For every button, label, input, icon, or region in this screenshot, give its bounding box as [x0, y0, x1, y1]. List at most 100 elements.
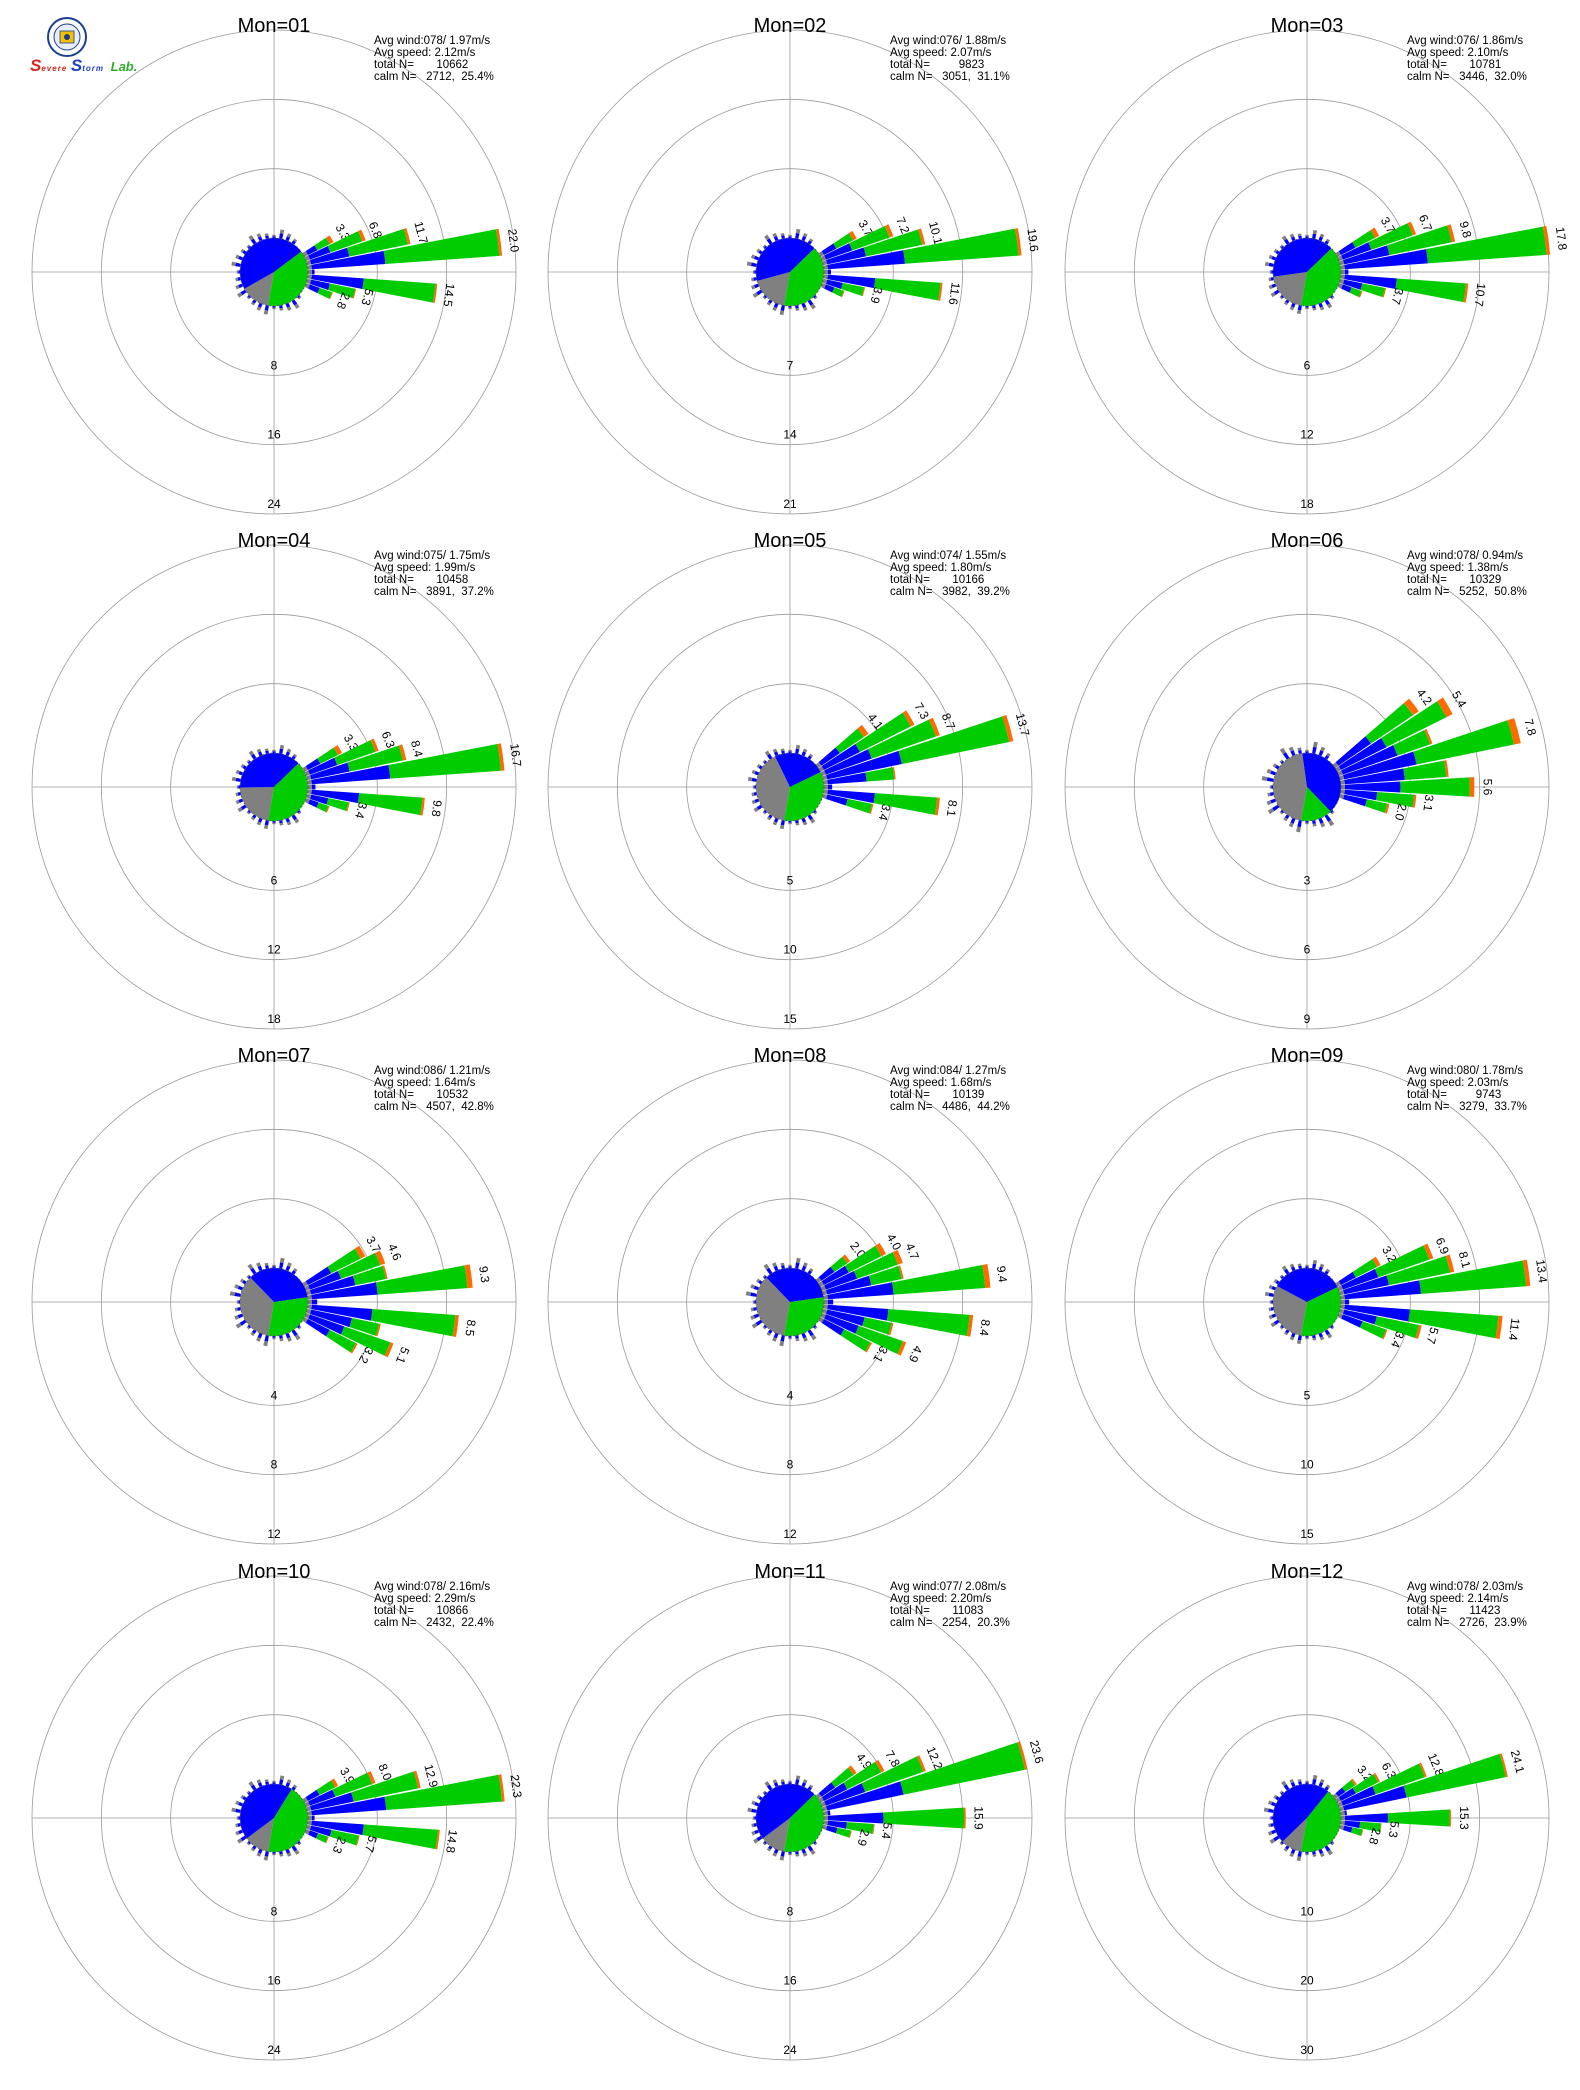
petal-label: 13.7: [1013, 712, 1033, 738]
petal-segment: [250, 238, 257, 245]
petal-segment: [250, 1784, 257, 1791]
petal-segment: [756, 804, 763, 811]
petal-segment: [827, 1282, 894, 1300]
petal-segment: [240, 248, 245, 253]
petal-segment: [822, 1308, 828, 1314]
petal-segment: [751, 1800, 756, 1806]
petal-label: 10.1: [926, 220, 946, 246]
calm-circle: [239, 1267, 309, 1337]
petal-segment: [1387, 1809, 1450, 1827]
petal-segment: [291, 240, 296, 245]
petal-segment: [291, 814, 298, 821]
petal-segment: [1415, 1324, 1422, 1339]
petal-segment: [272, 234, 276, 237]
petal-label: 9.3: [476, 1265, 492, 1284]
ring-label: 21: [783, 497, 797, 511]
calm-pie-slice: [1273, 1286, 1307, 1336]
petal-segment: [788, 1782, 792, 1785]
petal-segment: [357, 793, 423, 816]
petal-segment: [248, 750, 254, 756]
petal-segment: [752, 270, 755, 274]
petal-segment: [762, 1790, 766, 1794]
petal-segment: [272, 1264, 276, 1267]
petal-label: 17.8: [1553, 226, 1570, 251]
petal-segment: [329, 1829, 359, 1846]
calm-pie-slice: [755, 1783, 815, 1839]
petal-segment: [1283, 1331, 1288, 1336]
petal-segment: [766, 301, 771, 306]
petal-segment: [1344, 274, 1397, 290]
petal-segment: [1426, 226, 1547, 264]
petal-segment: [285, 817, 291, 823]
petal-segment: [818, 1797, 824, 1803]
petal-label: 9.8: [429, 799, 445, 818]
petal-segment: [801, 1332, 807, 1339]
petal-segment: [1273, 1794, 1278, 1799]
petal-segment: [844, 1245, 882, 1273]
petal-segment: [762, 296, 766, 300]
petal-segment: [1279, 811, 1283, 815]
petal-segment: [1338, 738, 1387, 770]
petal-segment: [795, 1338, 800, 1342]
petal-segment: [1447, 224, 1456, 243]
petal-segment: [452, 1315, 459, 1338]
petal-segment: [237, 1285, 244, 1291]
petal-segment: [1344, 789, 1378, 801]
petal-segment: [1268, 1284, 1273, 1290]
calm-pie-slice: [762, 1818, 790, 1852]
petal-segment: [237, 1838, 243, 1844]
petal-segment: [403, 227, 411, 245]
petal-segment: [1271, 1829, 1277, 1835]
stats-line: Avg speed: 2.20m/s: [890, 1593, 992, 1605]
chart-title: Mon=02: [754, 15, 827, 37]
petal-segment: [753, 1285, 760, 1291]
petal-segment: [752, 1816, 755, 1820]
petal-segment: [818, 747, 840, 766]
petal-segment: [1297, 305, 1302, 311]
petal-segment: [1296, 1856, 1302, 1862]
petal-segment: [764, 750, 770, 756]
petal-segment: [1275, 1796, 1280, 1801]
petal-segment: [821, 743, 860, 770]
petal-segment: [841, 282, 865, 296]
petal-segment: [307, 264, 312, 270]
ring-label: 24: [783, 2043, 797, 2057]
chart-title: Mon=03: [1271, 15, 1344, 37]
petal-segment: [772, 1852, 778, 1857]
petal-segment: [1288, 746, 1294, 752]
petal-segment: [1324, 1845, 1331, 1852]
petal-segment: [1340, 1304, 1345, 1310]
petal-segment: [314, 237, 330, 251]
ring-label: 8: [787, 1458, 794, 1472]
petal-label: 14.5: [440, 283, 457, 308]
petal-segment: [780, 305, 785, 311]
petal-segment: [750, 1292, 757, 1297]
petal-segment: [1273, 248, 1278, 253]
logo-lab: Lab.: [110, 59, 138, 74]
chart-title: Mon=10: [238, 1561, 311, 1583]
petal-segment: [1381, 701, 1447, 748]
petal-segment: [272, 307, 276, 310]
petal-segment: [242, 1796, 247, 1801]
petal-segment: [1305, 1782, 1309, 1785]
petal-segment: [1273, 1278, 1278, 1283]
petal-segment: [902, 710, 915, 727]
petal-segment: [1297, 1779, 1302, 1783]
petal-segment: [347, 228, 409, 257]
stats-line: Avg wind:078/ 2.16m/s: [374, 1581, 490, 1593]
petal-segment: [356, 1835, 360, 1846]
petal-segment: [1408, 1309, 1499, 1339]
petal-segment: [845, 798, 873, 814]
petal-segment: [1305, 1851, 1309, 1854]
petal-segment: [807, 814, 814, 821]
petal-segment: [291, 1786, 296, 1791]
petal-segment: [1269, 785, 1272, 789]
petal-segment: [272, 1782, 276, 1785]
petal-segment: [1017, 1741, 1028, 1770]
petal-segment: [764, 1781, 770, 1787]
petal-segment: [780, 748, 785, 752]
petal-segment: [1339, 775, 1345, 781]
petal-segment: [795, 1851, 799, 1855]
petal-segment: [1350, 1827, 1363, 1836]
